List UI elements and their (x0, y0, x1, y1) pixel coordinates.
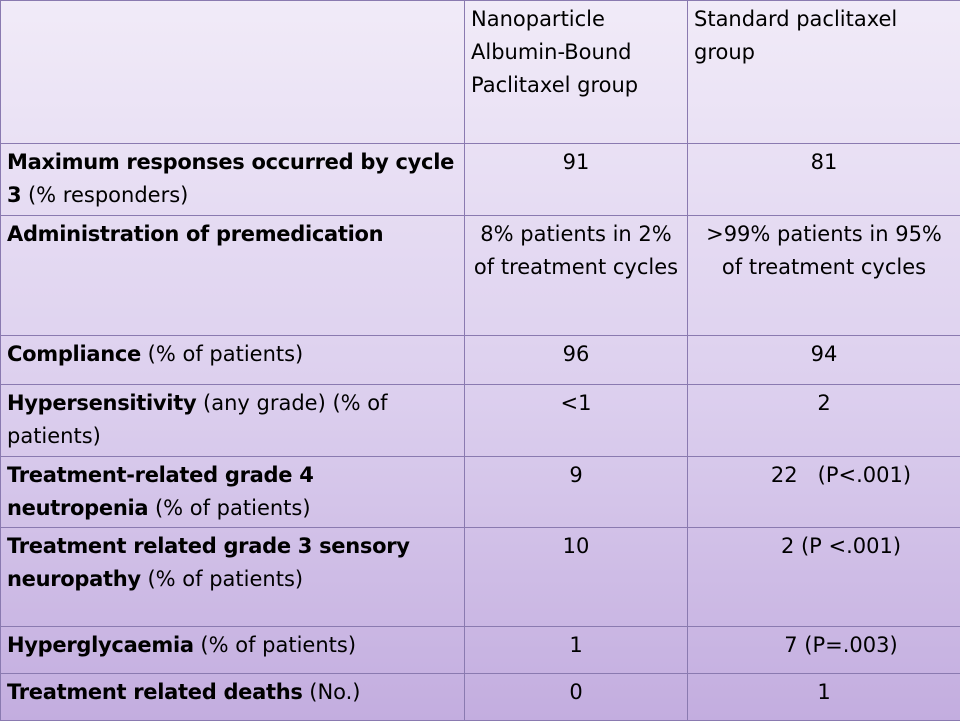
cell-nab: 91 (465, 144, 688, 216)
cell-nab: <1 (465, 385, 688, 457)
row-label-rest: (No.) (303, 680, 361, 704)
header-row: Nanoparticle Albumin-Bound Paclitaxel gr… (1, 1, 960, 144)
row-label-rest: (% of patients) (141, 567, 303, 591)
row-label-rest: (% of patients) (141, 342, 303, 366)
row-label: Hypersensitivity (any grade) (% of patie… (1, 385, 465, 457)
row-label-bold: Compliance (7, 342, 141, 366)
row-label: Treatment related deaths (No.) (1, 674, 465, 721)
row-label: Maximum responses occurred by cycle 3 (%… (1, 144, 465, 216)
row-label: Administration of premedication (1, 216, 465, 336)
cell-standard: 94 (688, 336, 960, 385)
header-corner-cell (1, 1, 465, 144)
row-label-bold: Hypersensitivity (7, 391, 196, 415)
row-label-bold: Hyperglycaemia (7, 633, 194, 657)
row-label-bold: Administration of premedication (7, 222, 383, 246)
table-row: Hypersensitivity (any grade) (% of patie… (1, 385, 960, 457)
cell-nab: 9 (465, 457, 688, 528)
cell-nab: 10 (465, 528, 688, 627)
cell-nab: 8% patients in 2% of treatment cycles (465, 216, 688, 336)
row-label-rest: (% responders) (21, 183, 188, 207)
cell-standard: 81 (688, 144, 960, 216)
cell-nab: 96 (465, 336, 688, 385)
table-row: Hyperglycaemia (% of patients) 1 7 (P=.0… (1, 627, 960, 674)
row-label-rest: (% of patients) (148, 496, 310, 520)
row-label: Hyperglycaemia (% of patients) (1, 627, 465, 674)
cell-nab: 0 (465, 674, 688, 721)
header-standard-paclitaxel: Standard paclitaxel group (688, 1, 960, 144)
header-nab-paclitaxel: Nanoparticle Albumin-Bound Paclitaxel gr… (465, 1, 688, 144)
table-row: Treatment-related grade 4 neutropenia (%… (1, 457, 960, 528)
table-row: Treatment related deaths (No.) 0 1 (1, 674, 960, 721)
cell-standard: >99% patients in 95% of treatment cycles (688, 216, 960, 336)
row-label-bold: Treatment related deaths (7, 680, 303, 704)
table-row: Administration of premedication 8% patie… (1, 216, 960, 336)
cell-standard: 2 (P <.001) (688, 528, 960, 627)
cell-standard: 1 (688, 674, 960, 721)
table-row: Maximum responses occurred by cycle 3 (%… (1, 144, 960, 216)
table-row: Treatment related grade 3 sensory neurop… (1, 528, 960, 627)
table-row: Compliance (% of patients) 96 94 (1, 336, 960, 385)
cell-standard: 2 (688, 385, 960, 457)
row-label: Treatment related grade 3 sensory neurop… (1, 528, 465, 627)
row-label: Compliance (% of patients) (1, 336, 465, 385)
cell-standard: 22 (P<.001) (688, 457, 960, 528)
row-label: Treatment-related grade 4 neutropenia (%… (1, 457, 465, 528)
row-label-rest: (% of patients) (194, 633, 356, 657)
cell-nab: 1 (465, 627, 688, 674)
cell-standard: 7 (P=.003) (688, 627, 960, 674)
